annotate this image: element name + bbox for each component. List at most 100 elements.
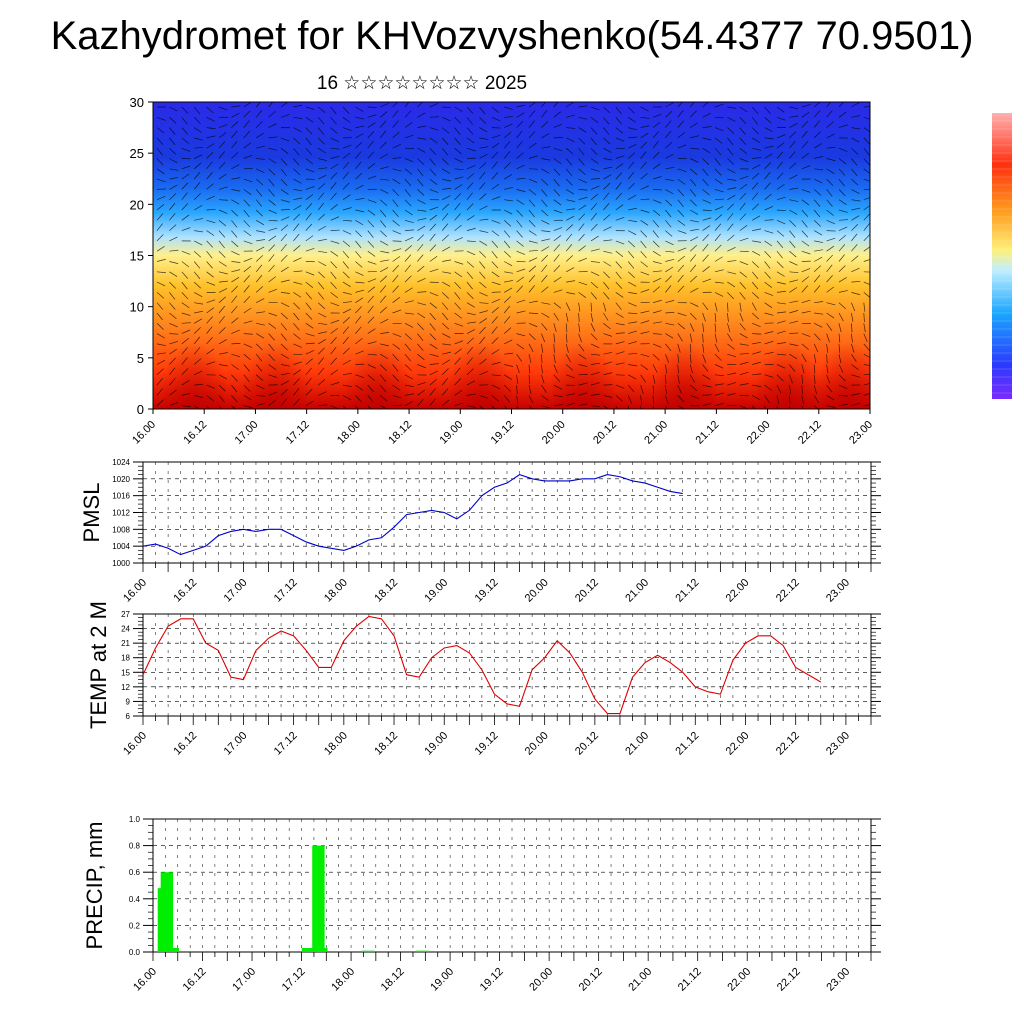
wind-vector — [776, 151, 784, 159]
wind-vector — [218, 364, 228, 367]
wind-vector — [838, 354, 842, 364]
wind-vector — [677, 354, 680, 364]
wind-vector — [689, 244, 698, 252]
x-tick-label: 23.00 — [824, 577, 852, 605]
wind-vector — [826, 333, 830, 343]
wind-vector — [813, 110, 821, 118]
wind-vector — [615, 217, 625, 221]
wind-vector — [764, 182, 771, 190]
wind-vector — [739, 383, 749, 386]
wind-vector — [714, 206, 724, 211]
wind-vector — [590, 333, 598, 341]
wind-vector — [764, 219, 774, 221]
wind-vector — [503, 327, 512, 334]
wind-vector — [838, 168, 846, 176]
wind-vector — [776, 302, 786, 305]
pmsl-line — [142, 474, 683, 556]
wind-vector — [479, 127, 488, 133]
wind-vector — [764, 162, 772, 170]
wind-vector — [628, 281, 637, 287]
wind-vector — [603, 202, 610, 211]
wind-vector — [826, 178, 834, 186]
wind-vector — [305, 281, 314, 288]
wind-vector — [801, 299, 811, 304]
wind-vector — [429, 312, 436, 321]
wind-vector — [194, 302, 204, 305]
wind-vector — [231, 261, 241, 263]
wind-vector — [752, 333, 762, 335]
wind-vector — [652, 270, 662, 273]
wind-vector — [194, 395, 204, 398]
wind-vector — [615, 182, 622, 190]
wind-vector — [516, 276, 525, 283]
wind-vector — [305, 342, 315, 345]
wind-vector — [739, 213, 747, 221]
wind-vector — [789, 240, 796, 248]
wind-vector — [714, 383, 724, 386]
wind-vector — [714, 333, 718, 343]
wind-vector — [714, 281, 724, 284]
wind-vector — [454, 292, 461, 300]
wind-vector — [776, 271, 785, 277]
wind-vector — [640, 395, 643, 405]
wind-vector — [590, 281, 599, 289]
wind-vector — [255, 374, 264, 381]
wind-vector — [466, 203, 474, 211]
wind-vector — [739, 271, 748, 278]
wind-vector — [392, 209, 399, 218]
wind-vector — [491, 230, 500, 237]
wind-vector — [181, 281, 188, 290]
wind-vector — [218, 240, 225, 249]
wind-vector — [689, 178, 697, 187]
wind-vector — [752, 351, 761, 355]
wind-vector — [640, 209, 650, 213]
wind-vector — [851, 323, 853, 333]
wind-vector — [318, 312, 327, 318]
wind-vector — [566, 374, 575, 379]
chart-title: Kazhydromet for KHVozvyshenko(54.4377 70… — [50, 14, 974, 58]
wind-vector — [330, 302, 340, 307]
wind-vector — [479, 371, 488, 376]
wind-vector — [689, 384, 698, 392]
wind-vector — [392, 120, 399, 128]
wind-vector — [194, 230, 204, 233]
wind-vector — [789, 374, 793, 384]
wind-vector — [404, 400, 414, 407]
wind-vector — [814, 143, 823, 149]
wind-vector — [826, 189, 833, 197]
wind-vector — [838, 124, 848, 128]
wind-vector — [193, 117, 201, 124]
wind-vector — [330, 281, 337, 290]
wind-vector — [813, 285, 821, 293]
wind-vector — [330, 155, 340, 159]
wind-vector — [677, 374, 680, 384]
wind-vector — [814, 256, 823, 262]
y-tick-label: 5 — [137, 351, 144, 366]
y-axis-label: TEMP at 2 M — [86, 601, 111, 729]
wind-vector — [690, 209, 699, 215]
wind-vector — [714, 223, 722, 231]
wind-vector — [764, 193, 772, 200]
wind-vector — [206, 348, 215, 355]
wind-vector — [776, 196, 786, 201]
wind-vector — [851, 158, 858, 166]
wind-vector — [826, 384, 833, 393]
wind-vector — [739, 333, 748, 339]
wind-vector — [578, 189, 588, 191]
wind-vector — [727, 343, 735, 350]
y-tick-label: 1004 — [112, 542, 130, 551]
wind-vector — [429, 343, 438, 350]
wind-vector — [528, 199, 536, 207]
wind-vector — [218, 151, 225, 159]
wind-vector — [380, 267, 389, 273]
y-tick-label: 27 — [121, 610, 130, 619]
wind-vector — [293, 116, 303, 119]
y-tick-label: 18 — [121, 654, 130, 663]
wind-vector — [764, 331, 774, 334]
wind-vector — [677, 178, 686, 185]
x-tick-label: 17.12 — [280, 966, 308, 994]
wind-vector — [714, 364, 724, 369]
x-tick-label: 18.12 — [372, 577, 400, 605]
wind-vector — [417, 265, 425, 273]
wind-vector — [826, 312, 835, 319]
